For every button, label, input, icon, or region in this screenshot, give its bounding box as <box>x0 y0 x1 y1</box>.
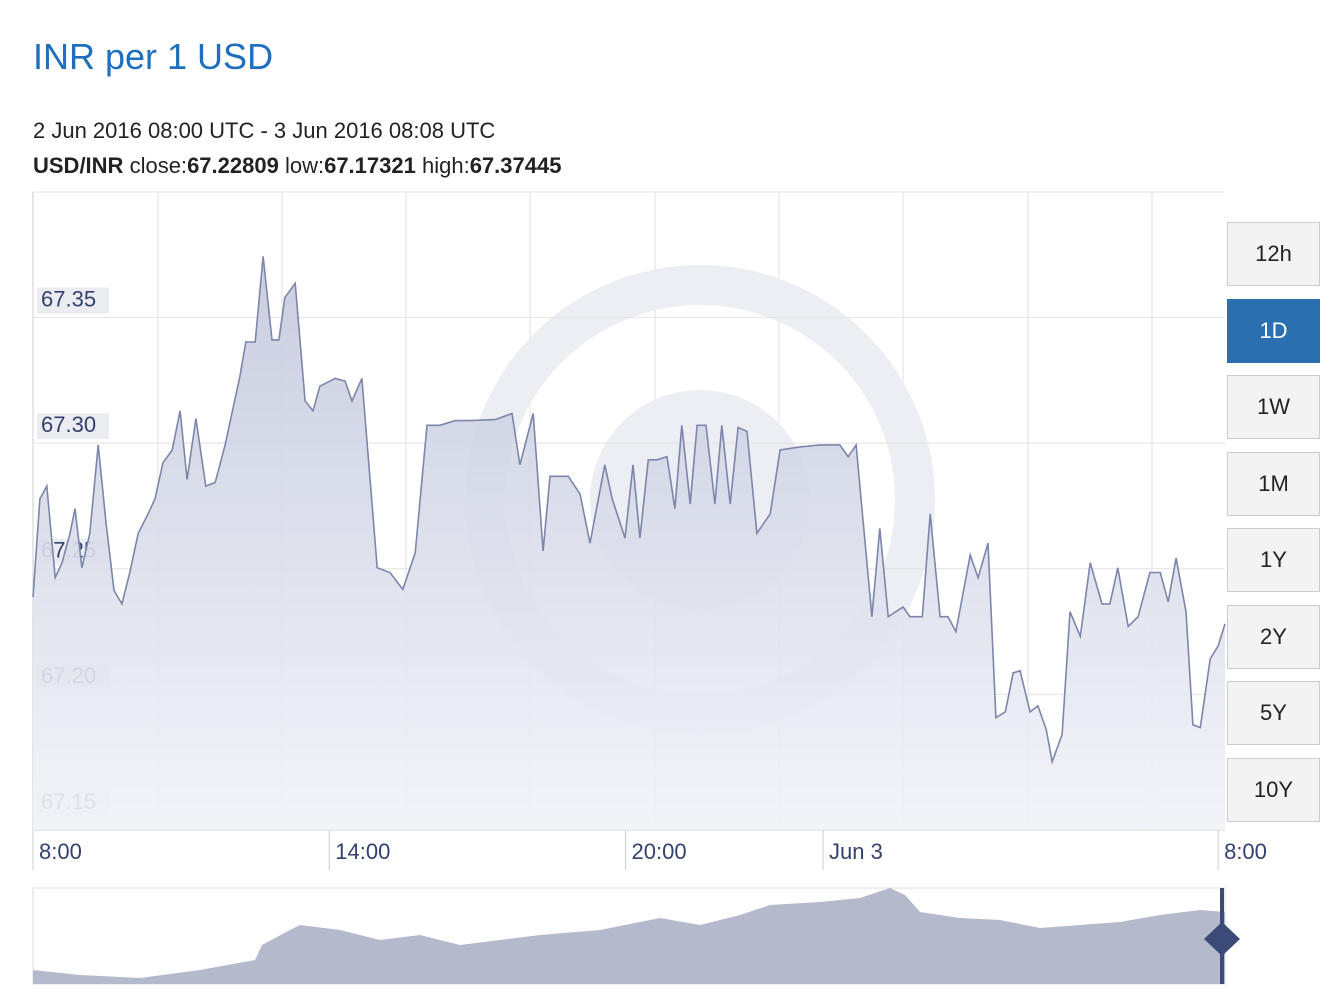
close-value: 67.22809 <box>187 153 279 178</box>
low-label: low: <box>284 153 325 178</box>
chart-title: INR per 1 USD <box>33 36 274 77</box>
range-button[interactable]: 12h <box>1227 222 1320 286</box>
x-tick-label: 14:00 <box>335 839 390 864</box>
navigator <box>32 887 1240 985</box>
y-tick-box <box>37 413 109 440</box>
range-button[interactable]: 5Y <box>1227 681 1320 745</box>
range-button[interactable]: 2Y <box>1227 604 1320 669</box>
high-value: 67.37445 <box>469 153 562 178</box>
y-tick-label: 67.35 <box>41 286 96 311</box>
x-tick-label: 20:00 <box>632 839 687 864</box>
y-tick-label: 67.30 <box>41 412 96 437</box>
low-value: 67.17321 <box>324 153 416 178</box>
range-button[interactable]: 1W <box>1227 375 1320 439</box>
range-button[interactable]: 1D <box>1227 298 1320 363</box>
x-tick-label: 8:00 <box>39 839 82 864</box>
area-fill <box>33 256 1225 830</box>
x-tick-label: Jun 3 <box>829 839 883 864</box>
y-tick-box <box>37 287 109 314</box>
range-button[interactable]: 10Y <box>1227 757 1320 822</box>
close-label: close: <box>129 153 188 178</box>
high-label: high: <box>421 153 470 178</box>
price-line <box>32 256 1226 765</box>
x-tick-label: 8:00 <box>1224 839 1267 864</box>
range-button[interactable]: 1Y <box>1227 528 1320 592</box>
range-button[interactable]: 1M <box>1227 451 1320 516</box>
pair: USD/INR <box>33 153 124 178</box>
stats-line: USD/INR close:67.22809 low:67.17321 high… <box>33 153 561 179</box>
chart-subtitle: 2 Jun 2016 08:00 UTC - 3 Jun 2016 08:08 … <box>33 118 496 143</box>
